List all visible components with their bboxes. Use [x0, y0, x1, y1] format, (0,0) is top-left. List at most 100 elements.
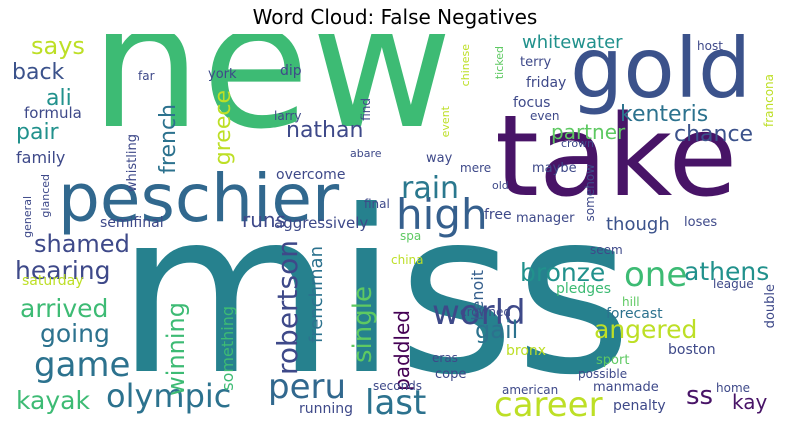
word-greece: greece — [211, 90, 236, 166]
word-ticked: ticked — [493, 46, 506, 80]
word-says: says — [31, 34, 85, 60]
word-ali: ali — [46, 86, 72, 111]
word-nathan: nathan — [286, 118, 364, 143]
word-mere: mere — [460, 161, 492, 175]
word-eras: eras — [432, 351, 458, 365]
word-one: one — [624, 255, 688, 295]
word-general: general — [21, 196, 34, 238]
word-partner: partner — [551, 120, 626, 144]
word-ss: ss — [686, 381, 714, 411]
word-hill: hill — [622, 295, 640, 309]
word-bronx: bronx — [506, 343, 547, 359]
word-way: way — [426, 151, 453, 166]
word-china: china — [391, 253, 424, 267]
word-arrived: arrived — [20, 294, 109, 323]
word-winning: winning — [162, 302, 190, 396]
word-crown: crown — [561, 137, 595, 150]
word-manmade: manmade — [593, 380, 659, 395]
word-runs: runs — [242, 208, 286, 232]
word-back: back — [12, 60, 65, 85]
word-saturday: saturday — [22, 273, 84, 289]
word-seconds: seconds — [373, 379, 423, 393]
word-forecast: forecast — [606, 306, 663, 322]
word-frenchman: frenchman — [306, 246, 327, 344]
word-chinese: chinese — [459, 44, 472, 87]
word-peschier: peschier — [58, 160, 340, 237]
word-overcome: overcome — [276, 167, 346, 183]
word-loses: loses — [684, 215, 718, 230]
word-formula: formula — [24, 104, 82, 122]
word-single: single — [348, 286, 378, 363]
word-though: though — [606, 214, 670, 235]
word-york: york — [208, 67, 237, 82]
word-pledges: pledges — [556, 281, 612, 297]
word-world: world — [432, 293, 526, 333]
word-free: free — [484, 207, 512, 223]
word-semifinal: semifinal — [100, 215, 164, 231]
word-bronze: bronze — [520, 258, 606, 287]
word-double: double — [763, 284, 778, 329]
word-something: something — [218, 306, 237, 391]
word-olympic: olympic — [106, 377, 232, 415]
word-running: running — [299, 401, 354, 417]
word-crowned: crowned — [460, 305, 512, 319]
word-new: new — [90, 34, 454, 168]
word-high: high — [396, 190, 488, 239]
word-manager: manager — [516, 211, 575, 226]
word-take: take — [495, 92, 738, 222]
word-league: league — [713, 277, 754, 291]
word-boston: boston — [668, 342, 716, 358]
word-career: career — [494, 385, 603, 422]
word-cloud: new miss take gold peschier high rain wo… — [8, 34, 783, 422]
word-event: event — [439, 106, 452, 138]
word-home: home — [716, 381, 751, 395]
word-last: last — [365, 383, 427, 422]
word-friday: friday — [526, 75, 567, 91]
word-somehow: somehow — [583, 164, 597, 222]
word-whitewater: whitewater — [522, 34, 623, 53]
word-glanced: glanced — [39, 174, 52, 218]
word-whistling: whistling — [125, 134, 140, 193]
word-chance: chance — [674, 122, 754, 147]
word-possible: possible — [578, 367, 628, 381]
word-gail: gail — [475, 316, 519, 344]
word-angered: angered — [594, 315, 698, 344]
word-hearing: hearing — [15, 256, 111, 285]
word-spa: spa — [400, 229, 422, 243]
word-gold: gold — [570, 34, 752, 117]
word-terry: terry — [520, 55, 552, 70]
word-abare: abare — [350, 147, 382, 160]
word-pair: pair — [16, 120, 59, 145]
word-sport: sport — [596, 353, 630, 368]
word-peru: peru — [268, 367, 347, 407]
word-aggressively: aggressively — [274, 214, 369, 232]
page-title: Word Cloud: False Negatives — [252, 5, 538, 29]
word-even: even — [530, 109, 560, 123]
word-french: french — [156, 104, 181, 174]
word-athens: athens — [684, 257, 770, 286]
word-cope: cope — [435, 367, 467, 382]
word-miss: miss — [116, 163, 633, 422]
word-larry: larry — [274, 109, 302, 123]
word-american: american — [502, 383, 559, 397]
word-robertson: robertson — [271, 240, 304, 375]
word-focus: focus — [513, 95, 551, 111]
word-penalty: penalty — [613, 398, 666, 414]
word-shamed: shamed — [34, 230, 130, 258]
word-family: family — [16, 148, 66, 167]
word-kenteris: kenteris — [620, 102, 709, 127]
word-final: final — [364, 197, 390, 211]
word-far: far — [138, 69, 155, 83]
word-francona: francona — [762, 74, 776, 128]
word-find: find — [359, 98, 373, 121]
word-old: old — [492, 179, 509, 192]
word-dip: dip — [280, 63, 302, 79]
word-seem: seem — [590, 243, 623, 257]
word-kayak: kayak — [16, 386, 90, 415]
word-rain: rain — [401, 171, 460, 206]
word-going: going — [40, 319, 110, 348]
word-host: host — [697, 39, 723, 53]
word-game: game — [34, 345, 131, 385]
word-maybe: maybe — [532, 161, 577, 176]
word-kay: kay — [732, 390, 768, 414]
